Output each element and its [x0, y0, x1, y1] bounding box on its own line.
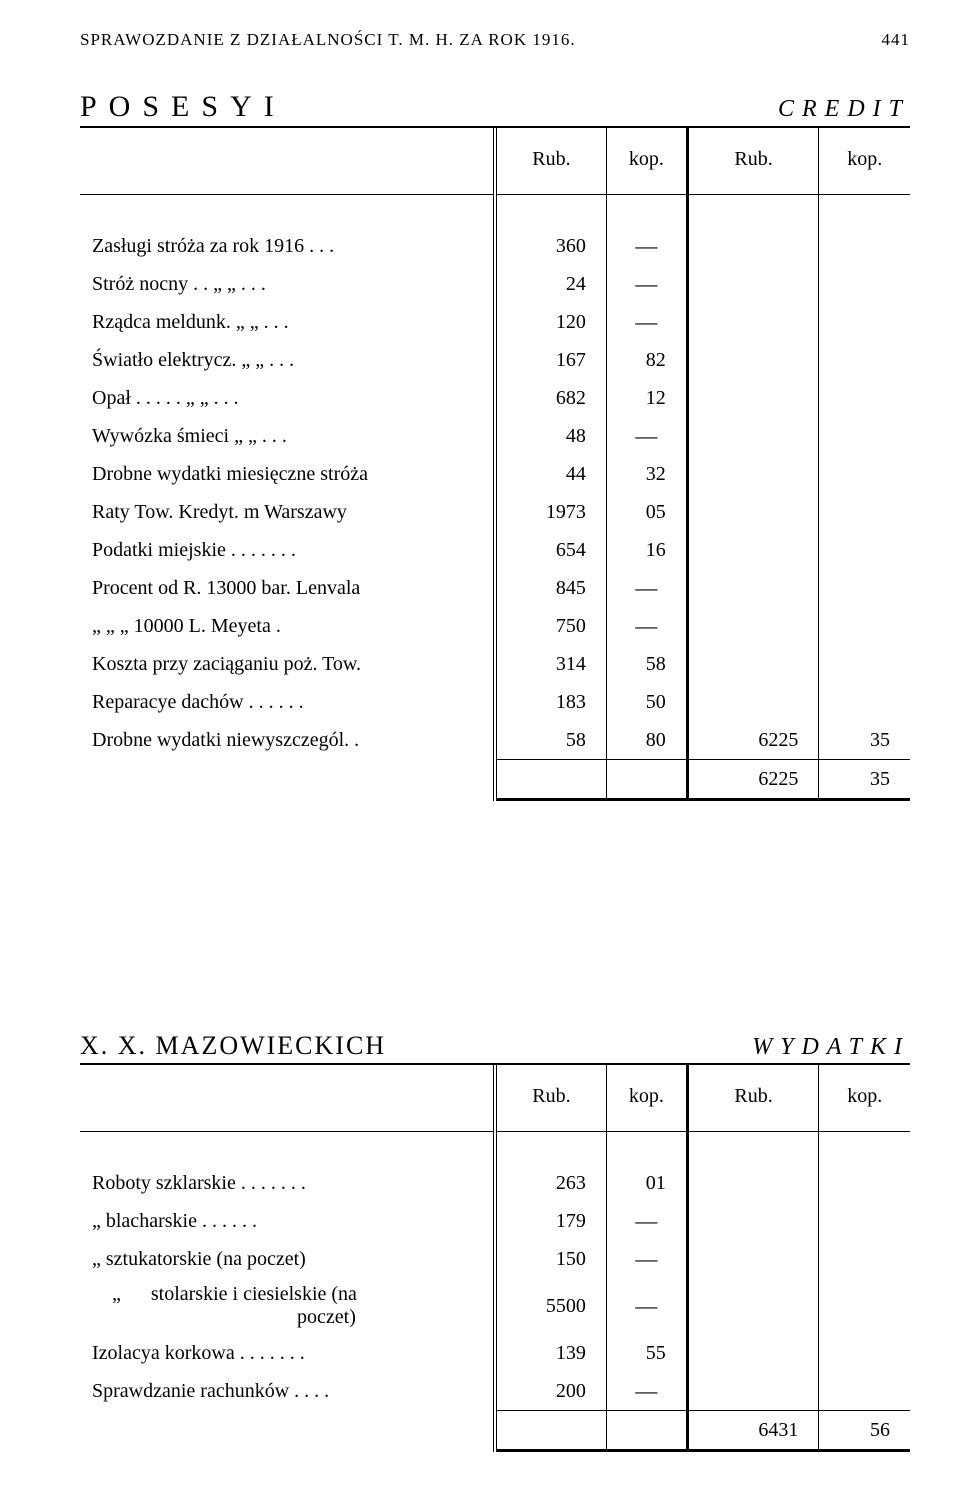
- section1-title-left: POSESYI: [80, 90, 286, 124]
- col-kop1: kop.: [606, 1065, 687, 1132]
- table-row: Wywózka śmieci „ „ . . .48—: [80, 417, 910, 455]
- header-title: SPRAWOZDANIE Z DZIAŁALNOŚCI T. M. H. ZA …: [80, 30, 576, 50]
- table-row: Rządca meldunk. „ „ . . .120—: [80, 303, 910, 341]
- table-row: Reparacye dachów . . . . . .18350: [80, 683, 910, 721]
- col-rub1: Rub.: [495, 128, 606, 195]
- section2-heading: X. X. MAZOWIECKICH WYDATKI: [80, 1031, 910, 1061]
- table-row: „ „ „ 10000 L. Meyeta .750—: [80, 607, 910, 645]
- section2-total-row: 6431 56: [80, 1411, 910, 1451]
- table-row: „ stolarskie i ciesielskie (na poczet)55…: [80, 1278, 910, 1334]
- col-rub1: Rub.: [495, 1065, 606, 1132]
- table-row: Podatki miejskie . . . . . . .65416: [80, 531, 910, 569]
- col-kop2: kop.: [819, 128, 910, 195]
- section2-table: Rub. kop. Rub. kop. Roboty szklarskie . …: [80, 1065, 910, 1452]
- section1-heading: POSESYI CREDIT: [80, 90, 910, 124]
- section2-title-left: X. X. MAZOWIECKICH: [80, 1031, 386, 1061]
- table-row: „ sztukatorskie (na poczet)150—: [80, 1240, 910, 1278]
- section1-table: Rub. kop. Rub. kop. Zasługi stróża za ro…: [80, 128, 910, 801]
- table-row: Koszta przy zaciąganiu poż. Tow.31458: [80, 645, 910, 683]
- table-row: Opał . . . . . „ „ . . .68212: [80, 379, 910, 417]
- table-row: Roboty szklarskie . . . . . . .26301: [80, 1164, 910, 1202]
- section2-title-right: WYDATKI: [752, 1034, 910, 1061]
- table-row: Drobne wydatki niewyszczegól. .588062253…: [80, 721, 910, 760]
- section1-title-right: CREDIT: [778, 96, 910, 123]
- table-row: Zasługi stróża za rok 1916 . . .360—: [80, 227, 910, 265]
- table-row: „ blacharskie . . . . . .179—: [80, 1202, 910, 1240]
- col-kop1: kop.: [606, 128, 687, 195]
- page-number: 441: [882, 30, 911, 50]
- col-rub2: Rub.: [687, 128, 819, 195]
- table-row: Drobne wydatki miesięczne stróża4432: [80, 455, 910, 493]
- table-row: Stróż nocny . . „ „ . . .24—: [80, 265, 910, 303]
- section1-total-row: 6225 35: [80, 760, 910, 800]
- table-row: Światło elektrycz. „ „ . . .16782: [80, 341, 910, 379]
- table-row: Izolacya korkowa . . . . . . .13955: [80, 1334, 910, 1372]
- table-row: Sprawdzanie rachunków . . . .200—: [80, 1372, 910, 1411]
- col-kop2: kop.: [819, 1065, 910, 1132]
- table-row: Raty Tow. Kredyt. m Warszawy197305: [80, 493, 910, 531]
- col-rub2: Rub.: [687, 1065, 819, 1132]
- table-row: Procent od R. 13000 bar. Lenvala845—: [80, 569, 910, 607]
- running-head: SPRAWOZDANIE Z DZIAŁALNOŚCI T. M. H. ZA …: [80, 30, 910, 50]
